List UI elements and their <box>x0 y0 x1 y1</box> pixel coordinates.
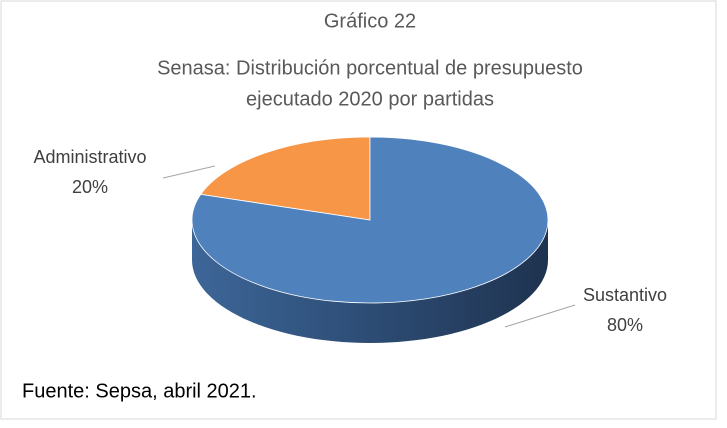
value-label: 20% <box>72 177 108 197</box>
category-label: Administrativo <box>33 147 146 167</box>
chart-subtitle: Senasa: Distribución porcentual de presu… <box>157 57 583 79</box>
category-label: Sustantivo <box>583 285 667 305</box>
leader-line <box>162 165 216 179</box>
chart-subtitle: ejecutado 2020 por partidas <box>246 88 494 110</box>
slice <box>200 136 371 221</box>
slice-side <box>192 220 548 343</box>
chart-title: Gráfico 22 <box>324 10 416 32</box>
value-label: 80% <box>607 315 643 335</box>
source: Fuente: Sepsa, abril 2021. <box>22 380 257 402</box>
slice <box>191 136 549 304</box>
leader-line <box>504 304 576 328</box>
